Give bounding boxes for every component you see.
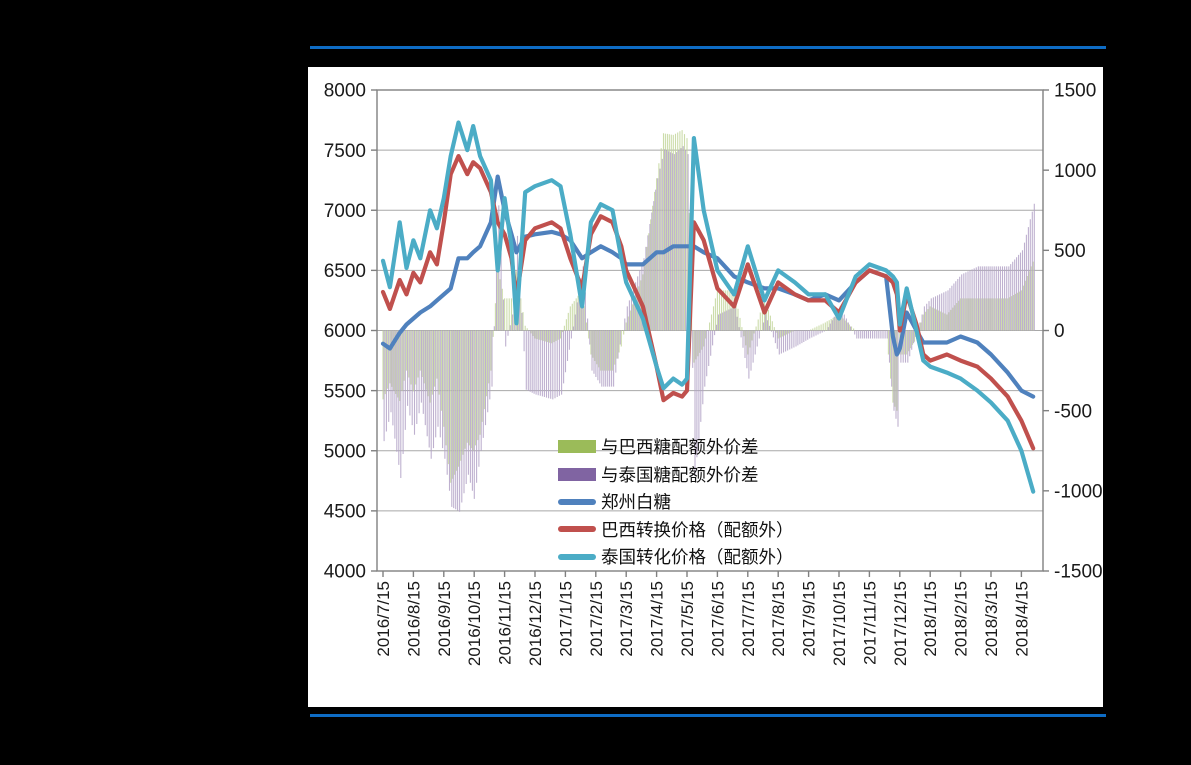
- bottom-divider-rule: [310, 714, 1106, 717]
- left-axis-label: 5500: [324, 381, 366, 402]
- right-axis-label: 500: [1054, 241, 1086, 262]
- bar-series-thailand-spread: [383, 146, 1035, 512]
- sugar-price-combo-chart: 8000750070006500600055005000450040001500…: [324, 81, 1103, 666]
- legend-item-zhengzhou-sugar: 郑州白糖: [558, 488, 794, 516]
- x-axis-label: 2017/11/15: [860, 581, 879, 665]
- legend-label-thailand-price: 泰国转化价格（配额外）: [601, 547, 794, 568]
- right-axis-label: -1000: [1054, 481, 1103, 502]
- x-axis-label: 2018/1/15: [921, 581, 940, 657]
- x-axis-label: 2016/10/15: [465, 581, 484, 666]
- left-axis-label: 4500: [324, 502, 366, 523]
- chart-panel: 8000 7500 7000 6500 6000 5500 5000 4500 4000 1500…: [308, 67, 1103, 707]
- x-axis-label: 2016/7/15: [374, 581, 393, 657]
- x-axis-label: 2017/7/15: [739, 581, 758, 657]
- left-axis-label: 6500: [324, 261, 366, 282]
- x-axis-label: 2016/11/15: [496, 581, 515, 665]
- left-axis-label: 6000: [324, 321, 366, 342]
- x-axis-label: 2017/10/15: [830, 581, 849, 666]
- x-axis-label: 2017/2/15: [587, 581, 606, 657]
- x-axis-label: 2017/9/15: [800, 581, 819, 657]
- x-axis-label: 2018/3/15: [982, 581, 1001, 657]
- legend-label-brazil-price: 巴西转换价格（配额外）: [601, 519, 794, 540]
- left-axis-label: 7500: [324, 141, 366, 162]
- x-axis-label: 2017/8/15: [769, 581, 788, 657]
- left-axis-label: 8000: [324, 81, 366, 102]
- left-axis-label: 5000: [324, 441, 366, 462]
- legend-item-brazil-price: 巴西转换价格（配额外）: [558, 516, 794, 544]
- right-axis-label: 1000: [1054, 161, 1096, 182]
- x-axis-label: 2017/1/15: [556, 581, 575, 657]
- zhengzhou-sugar-swatch: [558, 498, 596, 505]
- right-axis-label: 0: [1054, 321, 1065, 342]
- x-axis-label: 2016/9/15: [435, 581, 454, 657]
- right-axis-label: -1500: [1054, 562, 1103, 583]
- legend-label-brazil-spread: 与巴西糖配额外价差: [601, 437, 759, 458]
- brazil-spread-swatch: [558, 440, 596, 454]
- thailand-price-swatch: [558, 553, 596, 560]
- legend-item-brazil-spread: 与巴西糖配额外价差: [558, 433, 794, 461]
- legend-item-thailand-spread: 与泰国糖配额外价差: [558, 461, 794, 489]
- x-axis-label: 2017/3/15: [617, 581, 636, 657]
- right-axis-label: -500: [1054, 401, 1092, 422]
- x-axis-label: 2017/12/15: [891, 581, 910, 666]
- plot-border: [376, 89, 1044, 572]
- chart-legend: 与巴西糖配额外价差 与泰国糖配额外价差 郑州白糖 巴西转换价格（配额外） 泰国转…: [558, 433, 794, 571]
- legend-label-thailand-spread: 与泰国糖配额外价差: [601, 464, 759, 485]
- left-axis-label: 4000: [324, 562, 366, 583]
- right-axis-label: 1500: [1054, 81, 1096, 102]
- legend-item-thailand-price: 泰国转化价格（配额外）: [558, 543, 794, 571]
- top-divider-rule: [310, 46, 1106, 49]
- left-axis-label: 7000: [324, 201, 366, 222]
- x-axis-label: 2017/4/15: [648, 581, 667, 657]
- x-axis-label: 2017/6/15: [708, 581, 727, 657]
- x-axis-label: 2016/12/15: [526, 581, 545, 666]
- zhengzhou-sugar-line: [380, 174, 1036, 399]
- thailand-spread-swatch: [558, 467, 596, 481]
- bar-series-brazil-spread: [382, 130, 1034, 483]
- x-axis-label: 2017/5/15: [678, 581, 697, 657]
- x-axis-label: 2018/2/15: [952, 581, 971, 657]
- x-axis-label: 2016/8/15: [404, 581, 423, 657]
- x-axis-label: 2018/4/15: [1012, 581, 1031, 657]
- legend-label-zhengzhou-sugar: 郑州白糖: [601, 492, 671, 513]
- brazil-price-swatch: [558, 526, 596, 533]
- thailand-price-line: [380, 120, 1036, 494]
